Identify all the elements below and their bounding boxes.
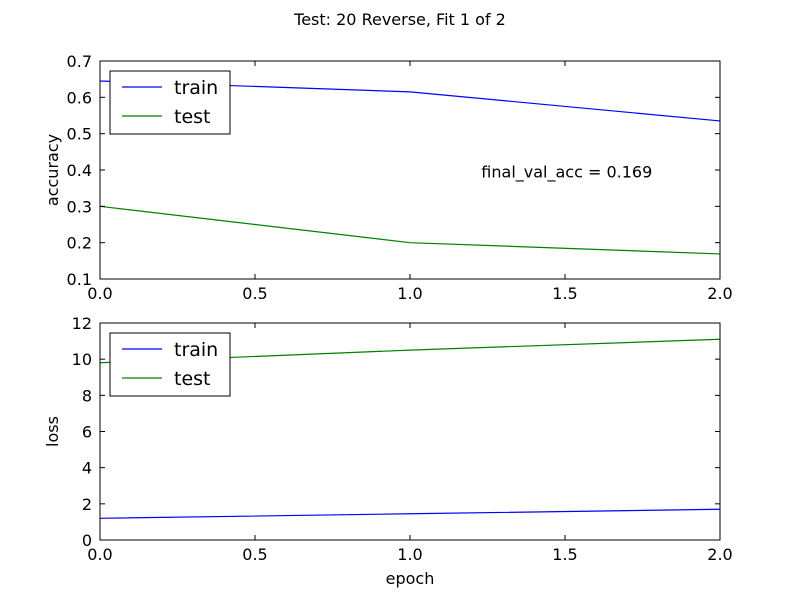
y-tick-label: 0.3 [67,197,92,216]
y-tick-label: 0.5 [67,125,92,144]
x-tick-label: 1.0 [397,545,422,564]
y-tick-label: 0.2 [67,234,92,253]
x-tick-label: 2.0 [707,284,732,303]
x-axis-label: epoch [386,569,435,588]
x-tick-label: 0.0 [87,545,112,564]
legend-label-test: test [174,368,211,390]
legend-label-test: test [174,106,211,128]
y-tick-label: 4 [82,459,92,478]
x-tick-label: 0.0 [87,284,112,303]
figure-title: Test: 20 Reverse, Fit 1 of 2 [293,10,506,29]
x-tick-label: 0.5 [242,284,267,303]
y-tick-label: 0.1 [67,270,92,289]
loss-subplot: 0.0 0.5 1.0 1.5 2.0 0 2 4 6 8 10 12 loss epoch train te… [43,314,733,588]
y-tick-label: 2 [82,495,92,514]
legend-label-train: train [174,339,218,361]
final-val-acc-annotation: final_val_acc = 0.169 [481,162,652,182]
series-line-test [99,205,721,255]
y-axis-label: accuracy [43,134,62,206]
x-tick-label: 1.5 [552,284,577,303]
legend-box [109,332,231,397]
x-tick-label: 2.0 [707,545,732,564]
y-axis-label: loss [43,416,62,447]
y-tick-label: 10 [72,350,92,369]
y-tick-label: 0 [82,531,92,550]
y-tick-label: 8 [82,386,92,405]
x-tick-label: 1.0 [397,284,422,303]
x-tick-label: 0.5 [242,545,267,564]
series-line-train [99,508,721,519]
y-tick-label: 12 [72,314,92,333]
y-tick-label: 0.4 [67,161,92,180]
legend-box [109,70,231,135]
y-tick-label: 6 [82,423,92,442]
legend-label-train: train [174,77,218,99]
y-tick-label: 0.6 [67,88,92,107]
accuracy-subplot: 0.0 0.5 1.0 1.5 2.0 0.1 0.2 0.3 0.4 0.5 0.6 0.7 accu… [43,52,733,303]
y-tick-label: 0.7 [67,52,92,71]
x-tick-label: 1.5 [552,545,577,564]
